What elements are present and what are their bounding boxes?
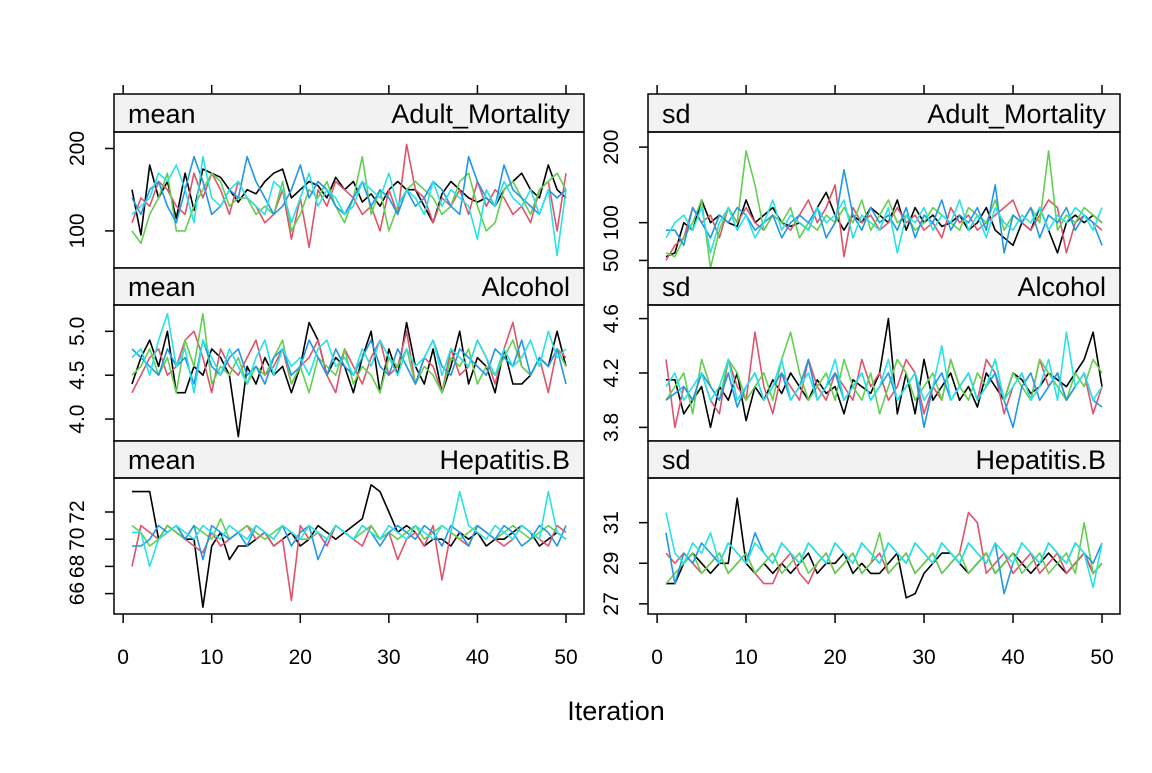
y-tick-label: 100 <box>66 213 89 248</box>
strip-stat-label: sd <box>662 272 691 302</box>
x-tick-label: 40 <box>1001 646 1024 669</box>
series-line-chain-4 <box>665 358 1103 429</box>
x-tick-label: 30 <box>377 646 400 669</box>
y-tick-label: 27 <box>600 592 623 615</box>
panel-mean-alcohol: mean Alcohol 4.0 4.5 5.0 <box>66 267 585 442</box>
series-line-chain-1 <box>666 497 1103 599</box>
x-axis-title: Iteration <box>567 696 665 726</box>
panel-sd-alcohol: sd Alcohol 3.8 4.2 4.6 <box>600 267 1121 442</box>
strip-stat-label: mean <box>128 272 196 302</box>
strip-variable-label: Adult_Mortality <box>927 99 1106 129</box>
y-tick-label: 100 <box>600 205 623 240</box>
strip-variable-label: Hepatitis.B <box>439 445 570 475</box>
panel-mean-adult-mortality: mean Adult_Mortality 100 200 <box>66 85 585 269</box>
x-tick-label: 20 <box>289 646 312 669</box>
x-tick-label: 10 <box>200 646 223 669</box>
x-tick-label: 50 <box>554 646 577 669</box>
series-line-chain-5 <box>665 331 1103 402</box>
strip-background <box>113 440 585 479</box>
plot-frame <box>113 477 585 615</box>
series-line-chain-1 <box>132 483 567 609</box>
series-line-chain-1 <box>666 317 1103 429</box>
series-line-chain-5 <box>665 512 1103 589</box>
y-tick-label: 4.2 <box>600 358 623 387</box>
panel-sd-hepatitis-b: sd Hepatitis.B 27 29 31 0 10 20 30 40 50 <box>600 440 1121 669</box>
series-line-chain-5 <box>131 155 567 257</box>
strip-variable-label: Adult_Mortality <box>391 99 570 129</box>
strip-variable-label: Hepatitis.B <box>975 445 1106 475</box>
panel-sd-adult-mortality: sd Adult_Mortality 50 100 200 <box>600 85 1121 272</box>
series-line-chain-5 <box>665 199 1103 254</box>
series-line-chain-2 <box>131 321 567 394</box>
y-tick-label: 50 <box>600 249 623 272</box>
strip-stat-label: mean <box>128 99 196 129</box>
series-line-chain-1 <box>131 321 567 438</box>
plot-frame <box>113 131 585 269</box>
y-tick-label: 70 <box>66 528 89 551</box>
strip-background <box>647 440 1121 479</box>
x-tick-label: 0 <box>117 646 129 669</box>
y-tick-label: 4.0 <box>66 404 89 433</box>
strip-background <box>113 267 585 306</box>
x-tick-label: 40 <box>466 646 489 669</box>
strip-stat-label: sd <box>662 445 691 475</box>
series-line-chain-3 <box>665 150 1103 269</box>
panel-mean-hepatitis-b: mean Hepatitis.B 66 68 70 72 0 10 20 30 40 50 <box>66 440 585 669</box>
y-tick-label: 200 <box>66 131 89 166</box>
strip-background <box>113 93 585 133</box>
strip-variable-label: Alcohol <box>1017 272 1106 302</box>
x-tick-label: 0 <box>651 646 663 669</box>
y-tick-label: 4.5 <box>66 361 89 390</box>
y-tick-label: 29 <box>600 552 623 575</box>
series-line-chain-5 <box>131 312 567 394</box>
series-line-chain-2 <box>665 511 1103 585</box>
y-tick-label: 200 <box>600 130 623 165</box>
strip-background <box>647 267 1121 306</box>
y-tick-label: 66 <box>66 582 89 605</box>
x-tick-label: 10 <box>734 646 757 669</box>
strip-variable-label: Alcohol <box>481 272 570 302</box>
x-tick-label: 50 <box>1090 646 1113 669</box>
series-line-chain-5 <box>132 490 567 568</box>
y-tick-label: 4.6 <box>600 304 623 333</box>
y-tick-label: 31 <box>600 511 623 534</box>
plot-frame <box>647 477 1121 615</box>
series-line-chain-3 <box>131 517 567 547</box>
strip-stat-label: mean <box>128 445 196 475</box>
series-line-chain-2 <box>665 184 1103 261</box>
x-tick-label: 20 <box>823 646 846 669</box>
x-tick-label: 30 <box>912 646 935 669</box>
y-tick-label: 72 <box>66 500 89 523</box>
strip-stat-label: sd <box>662 99 691 129</box>
y-tick-label: 5.0 <box>66 317 89 346</box>
y-tick-label: 3.8 <box>600 413 623 442</box>
y-tick-label: 68 <box>66 555 89 578</box>
series-line-chain-2 <box>131 143 567 249</box>
